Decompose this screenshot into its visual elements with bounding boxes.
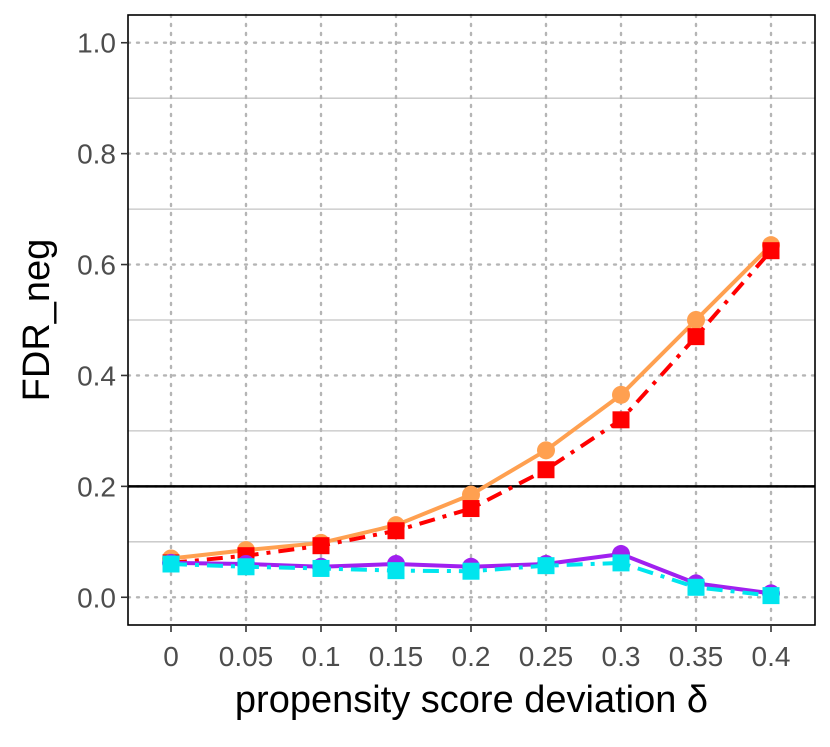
data-point <box>687 328 705 346</box>
y-axis-title: FDR_neg <box>16 239 58 402</box>
y-tick-label: 1.0 <box>77 28 116 59</box>
series-line <box>170 249 773 565</box>
data-point <box>537 557 555 575</box>
data-point <box>762 242 780 260</box>
data-point <box>462 562 480 580</box>
y-tick-label: 0.2 <box>77 471 116 502</box>
x-tick-label: 0 <box>163 641 179 672</box>
data-point <box>762 587 780 605</box>
x-tick-label: 0.3 <box>602 641 641 672</box>
data-point <box>462 485 480 504</box>
data-point <box>537 461 555 479</box>
y-tick-label: 0.4 <box>77 360 116 391</box>
series-group <box>162 236 780 605</box>
data-point <box>612 385 630 404</box>
data-point <box>612 411 630 429</box>
x-tick-label: 0.15 <box>369 641 424 672</box>
data-point <box>687 311 705 329</box>
data-point <box>612 554 630 572</box>
x-tick-label: 0.2 <box>452 641 491 672</box>
series-1 <box>162 236 780 568</box>
data-point <box>537 441 555 460</box>
y-axis: 0.0 0.2 0.4 0.6 0.8 1.0 <box>77 28 128 613</box>
data-point <box>387 562 405 580</box>
x-tick-label: 0.4 <box>752 641 791 672</box>
y-tick-label: 0.6 <box>77 250 116 281</box>
y-tick-label: 0.0 <box>77 582 116 613</box>
x-tick-label: 0.05 <box>219 641 274 672</box>
x-tick-label: 0.25 <box>519 641 574 672</box>
x-tick-label: 0.35 <box>669 641 724 672</box>
x-tick-label: 0.1 <box>302 641 341 672</box>
data-point <box>462 500 480 518</box>
x-axis: 0 0.05 0.1 0.15 0.2 0.25 0.3 0.35 0.4 <box>163 625 790 672</box>
x-axis-title: propensity score deviation δ <box>235 679 708 721</box>
data-point <box>237 558 255 576</box>
data-point <box>312 537 330 555</box>
data-point <box>387 522 405 540</box>
data-point <box>162 555 180 573</box>
y-tick-label: 0.8 <box>77 139 116 170</box>
data-point <box>312 559 330 577</box>
series-4 <box>162 554 780 605</box>
data-point <box>687 578 705 596</box>
